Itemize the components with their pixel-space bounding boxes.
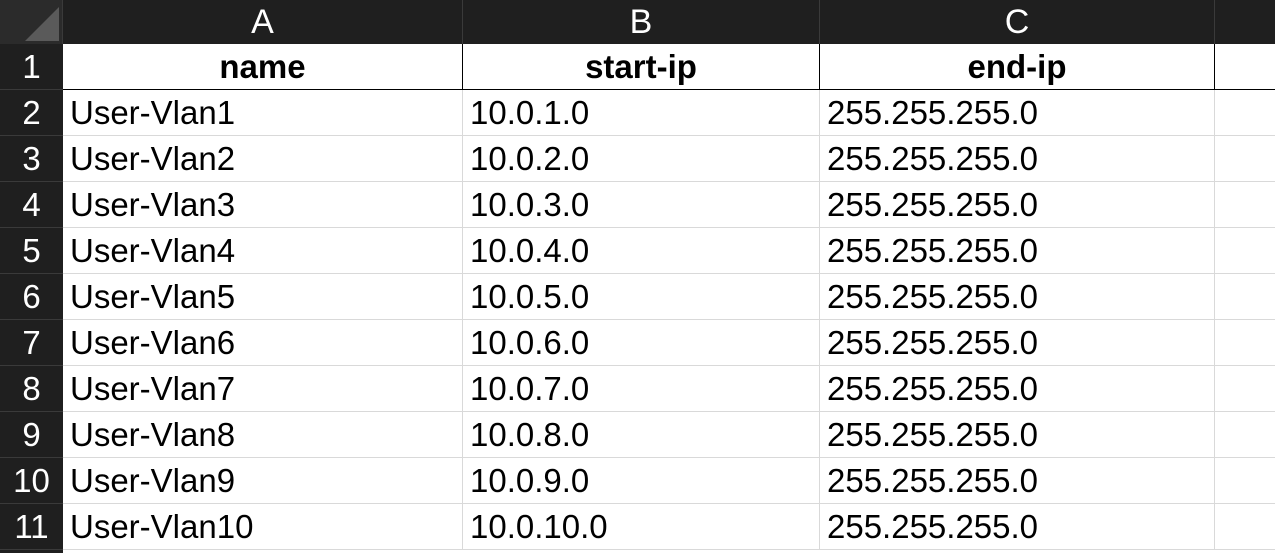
cell-start-ip[interactable]: 10.0.5.0 xyxy=(463,274,820,319)
cell-end-ip[interactable]: 255.255.255.0 xyxy=(820,320,1215,365)
cell-name[interactable]: User-Vlan2 xyxy=(63,136,463,181)
cell-end-ip[interactable]: 255.255.255.0 xyxy=(820,366,1215,411)
cell-start-ip[interactable]: 10.0.4.0 xyxy=(463,228,820,273)
table-row: User-Vlan8 10.0.8.0 255.255.255.0 xyxy=(63,412,1275,458)
cell-name[interactable]: User-Vlan7 xyxy=(63,366,463,411)
table-row: User-Vlan6 10.0.6.0 255.255.255.0 xyxy=(63,320,1275,366)
table-header-row: name start-ip end-ip xyxy=(63,44,1275,90)
cell-start-ip[interactable]: 10.0.2.0 xyxy=(463,136,820,181)
table-row: User-Vlan10 10.0.10.0 255.255.255.0 xyxy=(63,504,1275,550)
cell-start-ip[interactable]: 10.0.10.0 xyxy=(463,504,820,549)
row-header[interactable]: 1 xyxy=(0,44,63,90)
select-all-triangle-icon xyxy=(25,7,59,41)
cell-start-ip[interactable]: 10.0.1.0 xyxy=(463,90,820,135)
row-header[interactable]: 6 xyxy=(0,274,63,320)
table-row: User-Vlan3 10.0.3.0 255.255.255.0 xyxy=(63,182,1275,228)
empty-cell[interactable] xyxy=(1215,136,1275,181)
cell-start-ip[interactable]: 10.0.9.0 xyxy=(463,458,820,503)
row-header[interactable]: 9 xyxy=(0,412,63,458)
cell-start-ip[interactable]: 10.0.7.0 xyxy=(463,366,820,411)
cell-name[interactable]: User-Vlan5 xyxy=(63,274,463,319)
cell-name[interactable]: User-Vlan9 xyxy=(63,458,463,503)
empty-cell[interactable] xyxy=(1215,458,1275,503)
empty-cell[interactable] xyxy=(1215,504,1275,549)
row-header[interactable]: 11 xyxy=(0,504,63,550)
cell-end-ip[interactable]: 255.255.255.0 xyxy=(820,504,1215,549)
cell-name[interactable]: User-Vlan10 xyxy=(63,504,463,549)
empty-cell[interactable] xyxy=(1215,228,1275,273)
cell-end-ip[interactable]: 255.255.255.0 xyxy=(820,412,1215,457)
header-cell-end-ip[interactable]: end-ip xyxy=(820,44,1215,89)
row-header[interactable]: 7 xyxy=(0,320,63,366)
cell-name[interactable]: User-Vlan1 xyxy=(63,90,463,135)
empty-cell[interactable] xyxy=(1215,90,1275,135)
table-row: User-Vlan4 10.0.4.0 255.255.255.0 xyxy=(63,228,1275,274)
row-header[interactable]: 4 xyxy=(0,182,63,228)
row-header[interactable]: 5 xyxy=(0,228,63,274)
table-row: User-Vlan9 10.0.9.0 255.255.255.0 xyxy=(63,458,1275,504)
cell-end-ip[interactable]: 255.255.255.0 xyxy=(820,90,1215,135)
column-header-d[interactable] xyxy=(1215,0,1275,44)
row-header[interactable]: 2 xyxy=(0,90,63,136)
header-cell-start-ip[interactable]: start-ip xyxy=(463,44,820,89)
empty-cell[interactable] xyxy=(1215,274,1275,319)
cell-end-ip[interactable]: 255.255.255.0 xyxy=(820,274,1215,319)
table-row: User-Vlan2 10.0.2.0 255.255.255.0 xyxy=(63,136,1275,182)
empty-cell[interactable] xyxy=(1215,366,1275,411)
cell-start-ip[interactable]: 10.0.3.0 xyxy=(463,182,820,227)
column-header-b[interactable]: B xyxy=(463,0,820,44)
cell-end-ip[interactable]: 255.255.255.0 xyxy=(820,182,1215,227)
row-header-bar: 1 2 3 4 5 6 7 8 9 10 11 xyxy=(0,44,63,553)
cell-end-ip[interactable]: 255.255.255.0 xyxy=(820,228,1215,273)
empty-cell[interactable] xyxy=(1215,412,1275,457)
cell-name[interactable]: User-Vlan4 xyxy=(63,228,463,273)
table-row: User-Vlan1 10.0.1.0 255.255.255.0 xyxy=(63,90,1275,136)
row-header[interactable]: 8 xyxy=(0,366,63,412)
column-header-a[interactable]: A xyxy=(63,0,463,44)
cell-grid: name start-ip end-ip User-Vlan1 10.0.1.0… xyxy=(63,44,1275,553)
cell-end-ip[interactable]: 255.255.255.0 xyxy=(820,136,1215,181)
cell-name[interactable]: User-Vlan3 xyxy=(63,182,463,227)
column-header-bar: A B C xyxy=(0,0,1275,44)
row-header[interactable]: 10 xyxy=(0,458,63,504)
cell-name[interactable]: User-Vlan6 xyxy=(63,320,463,365)
select-all-button[interactable] xyxy=(0,0,63,44)
cell-start-ip[interactable]: 10.0.6.0 xyxy=(463,320,820,365)
empty-cell[interactable] xyxy=(1215,320,1275,365)
row-header[interactable]: 3 xyxy=(0,136,63,182)
empty-cell[interactable] xyxy=(1215,182,1275,227)
column-header-c[interactable]: C xyxy=(820,0,1215,44)
header-cell-name[interactable]: name xyxy=(63,44,463,89)
table-row: User-Vlan5 10.0.5.0 255.255.255.0 xyxy=(63,274,1275,320)
cell-name[interactable]: User-Vlan8 xyxy=(63,412,463,457)
cell-end-ip[interactable]: 255.255.255.0 xyxy=(820,458,1215,503)
cell-start-ip[interactable]: 10.0.8.0 xyxy=(463,412,820,457)
empty-cell[interactable] xyxy=(1215,44,1275,89)
table-row: User-Vlan7 10.0.7.0 255.255.255.0 xyxy=(63,366,1275,412)
